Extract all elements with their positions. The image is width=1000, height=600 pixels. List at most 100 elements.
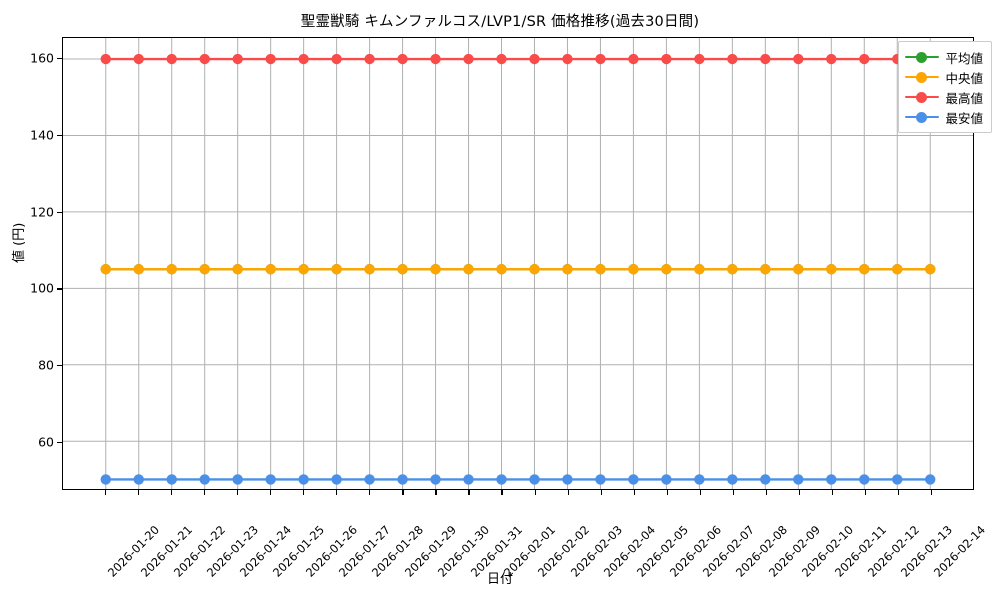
x-axis-tick-mark — [567, 490, 569, 495]
y-axis-tick-mark — [57, 211, 62, 213]
data-point-marker — [529, 53, 540, 65]
data-point-marker — [397, 264, 408, 275]
data-point-marker — [331, 474, 342, 485]
data-point-marker — [199, 474, 210, 485]
series-最高値 — [100, 53, 936, 65]
data-point-marker — [859, 264, 870, 275]
data-point-marker — [298, 474, 309, 485]
data-point-marker — [562, 264, 573, 275]
y-axis-tick-label: 120 — [30, 204, 54, 220]
data-point-marker — [265, 474, 276, 485]
x-axis-tick-mark — [137, 490, 140, 495]
data-point-marker — [694, 53, 705, 65]
data-point-marker — [694, 264, 705, 275]
data-point-marker — [628, 264, 639, 275]
y-axis-tick-label: 140 — [30, 127, 54, 143]
y-axis-tick-mark — [57, 288, 62, 290]
data-point-marker — [166, 264, 177, 275]
data-point-marker — [100, 474, 111, 485]
data-point-marker — [232, 264, 243, 275]
data-point-marker — [463, 264, 474, 275]
data-point-marker — [265, 264, 276, 275]
data-point-marker — [826, 264, 837, 275]
x-axis-tick-mark — [732, 490, 735, 495]
data-point-marker — [331, 53, 342, 65]
data-point-marker — [661, 264, 672, 275]
data-point-marker — [859, 474, 870, 485]
x-axis-tick-mark — [402, 490, 404, 495]
data-point-marker — [232, 53, 243, 65]
data-point-marker — [496, 53, 507, 65]
data-point-marker — [496, 474, 507, 485]
series-中央値 — [100, 264, 936, 275]
data-point-marker — [100, 53, 111, 65]
y-axis-tick-label: 80 — [38, 357, 54, 373]
legend-label: 最高値 — [945, 90, 983, 106]
data-point-marker — [760, 264, 771, 275]
x-axis-tick-mark — [765, 490, 768, 495]
x-axis-tick-mark — [104, 490, 107, 495]
y-axis-tick-mark — [57, 442, 62, 444]
data-point-marker — [595, 474, 606, 485]
x-axis-tick-mark — [699, 490, 701, 495]
data-point-marker — [793, 53, 804, 65]
x-axis-tick-mark — [600, 490, 602, 495]
data-point-marker — [694, 474, 705, 485]
y-axis-tick-mark — [57, 365, 62, 367]
data-point-marker — [925, 264, 936, 275]
data-point-marker — [760, 474, 771, 485]
y-axis-tick-label: 60 — [38, 434, 54, 450]
data-point-marker — [199, 53, 210, 65]
data-point-marker — [727, 53, 738, 65]
y-axis-tick-label: 160 — [30, 50, 54, 66]
data-point-marker — [232, 474, 243, 485]
legend-swatch-icon — [905, 90, 940, 104]
data-point-marker — [133, 264, 144, 275]
x-axis-tick-mark — [633, 490, 635, 495]
data-point-marker — [562, 474, 573, 485]
legend-item[interactable]: 平均値 — [905, 47, 983, 67]
x-axis-tick-mark — [831, 490, 834, 495]
legend-swatch-icon — [905, 50, 940, 64]
legend-item[interactable]: 中央値 — [905, 67, 983, 87]
x-axis-tick-mark — [501, 490, 503, 495]
data-point-marker — [133, 474, 144, 485]
data-point-marker — [463, 53, 474, 65]
data-point-marker — [364, 53, 375, 65]
x-axis-tick-mark — [666, 490, 668, 495]
data-point-marker — [628, 474, 639, 485]
data-point-marker — [364, 264, 375, 275]
x-axis-tick-mark — [898, 490, 900, 495]
data-point-marker — [727, 474, 738, 485]
y-axis-tick-label: 100 — [30, 280, 54, 296]
data-point-marker — [364, 474, 375, 485]
legend-item[interactable]: 最安値 — [905, 107, 983, 127]
data-point-marker — [529, 264, 540, 275]
legend-item[interactable]: 最高値 — [905, 87, 983, 107]
legend-label: 平均値 — [945, 50, 983, 66]
data-point-marker — [298, 264, 309, 275]
x-axis-tick-mark — [303, 490, 305, 495]
data-point-marker — [562, 53, 573, 65]
series-最安値 — [100, 474, 936, 485]
x-axis-label: 日付 — [486, 572, 513, 587]
data-point-marker — [463, 474, 474, 485]
data-point-marker — [331, 264, 342, 275]
x-axis-tick-mark — [336, 490, 338, 495]
legend-swatch-icon — [905, 70, 940, 84]
x-axis-tick-mark — [865, 490, 867, 495]
grid-lines — [63, 38, 973, 489]
y-axis-tick-mark — [57, 58, 62, 60]
x-axis-tick-mark — [170, 490, 173, 495]
data-point-marker — [529, 474, 540, 485]
data-point-marker — [760, 53, 771, 65]
legend-label: 中央値 — [945, 70, 983, 86]
data-point-marker — [100, 264, 111, 275]
data-point-marker — [595, 264, 606, 275]
legend-swatch-icon — [905, 110, 940, 124]
data-point-marker — [595, 53, 606, 65]
chart-legend[interactable]: 平均値中央値最高値 最安値 — [898, 41, 992, 133]
x-axis-tick-mark — [270, 490, 272, 495]
data-point-marker — [628, 53, 639, 65]
data-point-marker — [397, 474, 408, 485]
